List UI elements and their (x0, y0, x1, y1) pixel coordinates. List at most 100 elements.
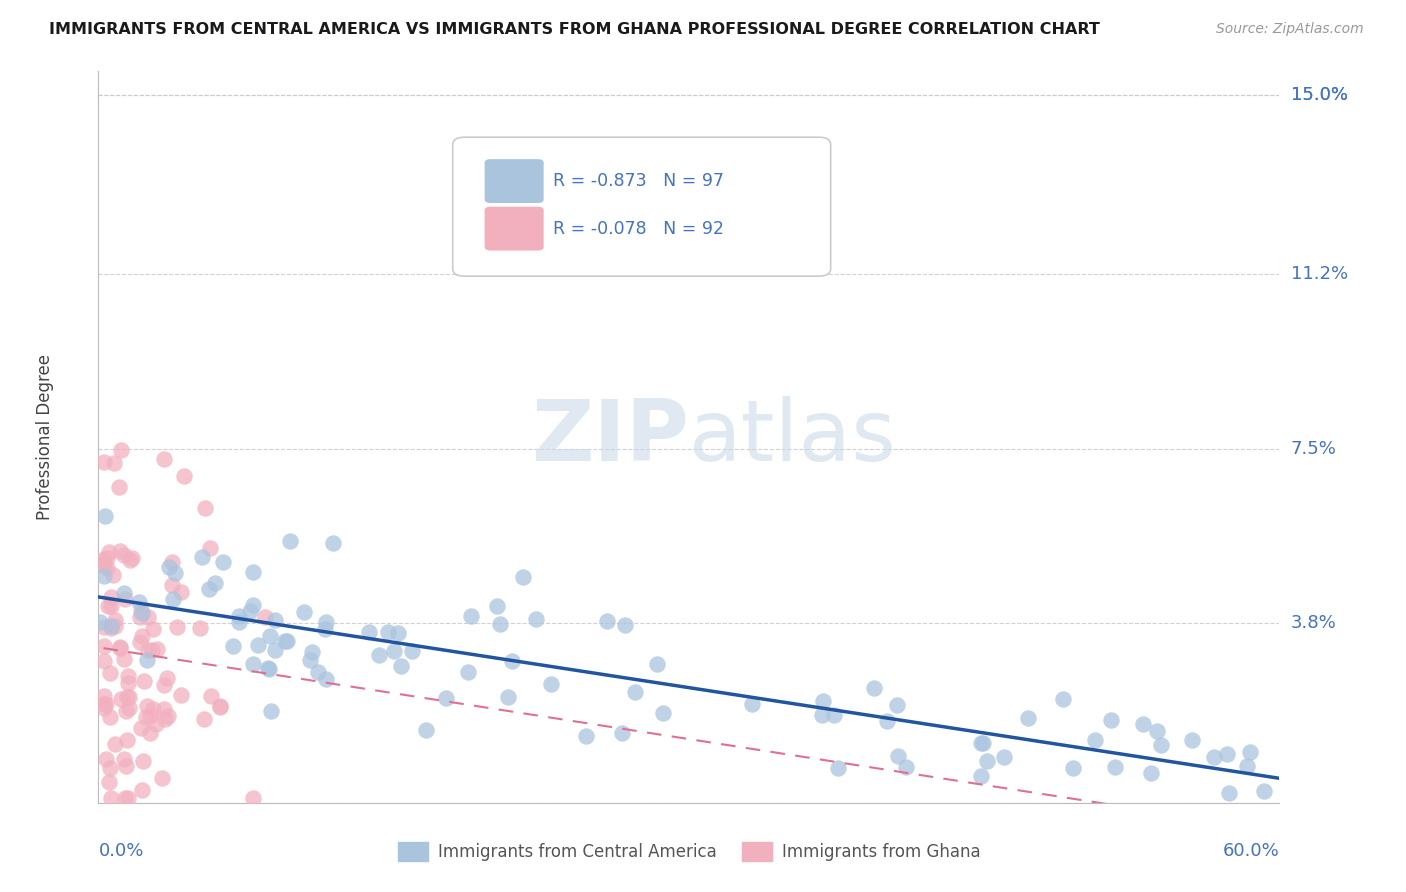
Point (221, 639, 243, 653)
Point (496, 690, 519, 705)
Point (100, 618, 122, 632)
Point (1104, 760, 1126, 774)
Point (970, 769, 993, 783)
Point (110, 641, 132, 656)
Point (135, 653, 157, 667)
Point (100, 621, 122, 635)
Point (1218, 786, 1240, 800)
Point (114, 791, 136, 805)
Point (131, 606, 153, 620)
Point (98, 545, 121, 559)
Point (132, 754, 155, 768)
Point (1150, 738, 1173, 752)
Point (647, 657, 669, 671)
Point (228, 608, 250, 623)
Point (257, 661, 280, 675)
Point (165, 566, 187, 581)
Point (138, 642, 160, 657)
Point (94, 697, 117, 711)
Point (94, 508, 117, 523)
Point (886, 748, 908, 763)
Point (894, 760, 917, 774)
Point (486, 599, 509, 613)
Point (98, 666, 121, 681)
Point (260, 704, 283, 718)
Point (135, 710, 157, 724)
Point (211, 555, 233, 569)
Point (610, 726, 633, 740)
Point (276, 634, 298, 648)
Point (112, 549, 135, 563)
Point (1084, 733, 1107, 747)
Point (93, 557, 115, 571)
Point (93, 639, 115, 653)
Text: 0.0%: 0.0% (98, 842, 143, 860)
Point (278, 533, 301, 548)
Point (301, 644, 323, 658)
Point (322, 535, 344, 549)
Point (1146, 723, 1168, 738)
Point (191, 550, 214, 565)
Point (1139, 765, 1161, 780)
Point (114, 759, 136, 773)
FancyBboxPatch shape (453, 137, 831, 277)
Point (112, 752, 135, 766)
Point (377, 625, 399, 640)
Point (1202, 749, 1225, 764)
Point (128, 595, 150, 609)
Point (823, 707, 845, 722)
Point (100, 591, 122, 605)
Point (1062, 761, 1084, 775)
Point (108, 640, 131, 654)
Legend: Immigrants from Central America, Immigrants from Ghana: Immigrants from Central America, Immigra… (391, 835, 987, 868)
Point (96, 561, 118, 575)
Point (138, 726, 160, 740)
Point (96, 551, 118, 566)
Point (314, 622, 336, 636)
Point (242, 657, 264, 672)
Point (104, 618, 127, 632)
Point (970, 736, 993, 750)
Point (624, 684, 647, 698)
Point (253, 609, 276, 624)
Point (259, 629, 281, 643)
Text: ZIP: ZIP (531, 395, 689, 479)
Point (121, 551, 143, 566)
Point (93, 455, 115, 469)
Point (115, 690, 138, 705)
Point (460, 609, 482, 624)
Point (524, 612, 547, 626)
Point (811, 708, 834, 723)
Text: Source: ZipAtlas.com: Source: ZipAtlas.com (1216, 22, 1364, 37)
Point (114, 591, 136, 606)
Point (1236, 759, 1258, 773)
Point (264, 642, 287, 657)
Point (100, 791, 122, 805)
Point (117, 791, 139, 805)
Point (613, 617, 636, 632)
Point (129, 604, 152, 618)
Text: 15.0%: 15.0% (1291, 86, 1347, 104)
Point (247, 638, 270, 652)
Point (118, 701, 141, 715)
Point (142, 702, 165, 716)
Point (315, 672, 337, 686)
Point (198, 541, 221, 555)
Point (136, 610, 159, 624)
Point (259, 662, 281, 676)
Point (118, 690, 141, 704)
Point (862, 681, 884, 695)
Point (93, 569, 115, 583)
Text: 11.2%: 11.2% (1291, 265, 1348, 284)
Point (117, 676, 139, 690)
Point (1181, 733, 1204, 747)
Point (827, 761, 849, 775)
Point (1216, 747, 1239, 761)
Point (93, 654, 115, 668)
Point (193, 712, 215, 726)
Point (198, 582, 221, 596)
Point (389, 658, 412, 673)
Point (204, 575, 226, 590)
Point (97, 599, 120, 613)
Point (294, 605, 316, 619)
